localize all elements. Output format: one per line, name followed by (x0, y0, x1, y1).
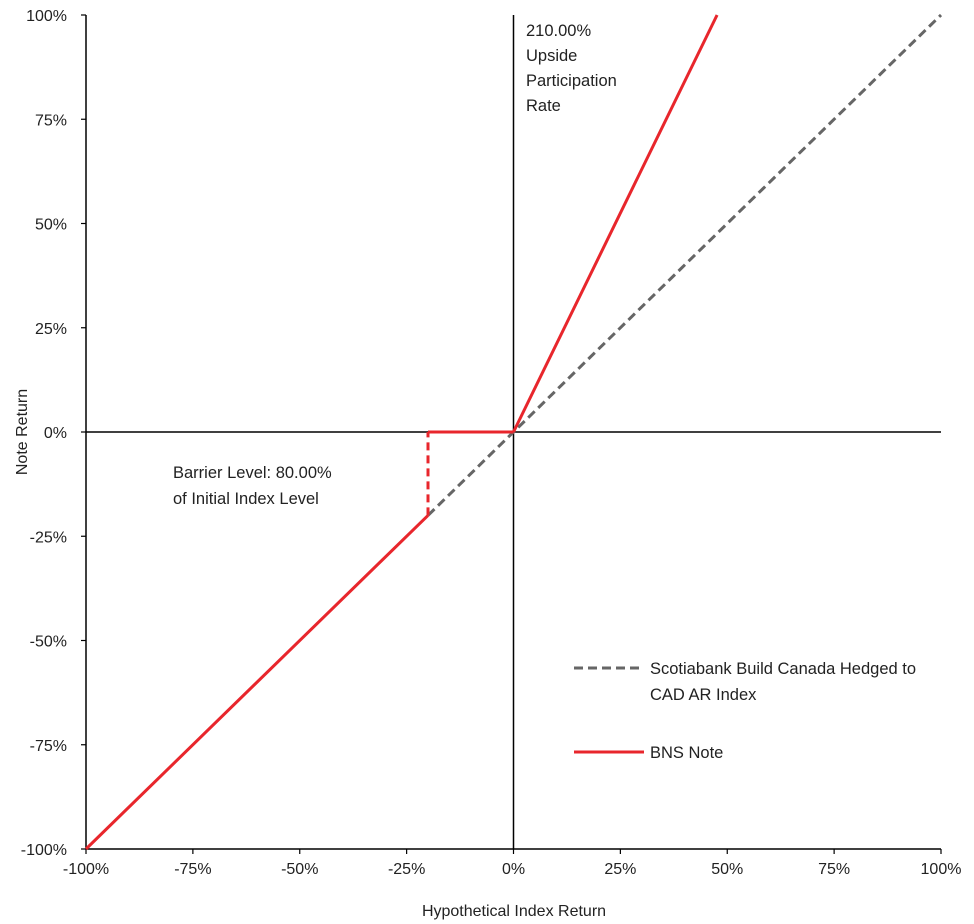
y-tick-label: -100% (21, 842, 67, 859)
y-tick-label: -50% (30, 634, 67, 651)
y-tick-label: 50% (35, 217, 67, 234)
x-tick-label: 75% (818, 861, 850, 878)
y-tick-label: -75% (30, 738, 67, 755)
x-tick-label: 25% (604, 861, 636, 878)
participation-rate-annotation: 210.00% Upside Participation Rate (526, 22, 621, 115)
x-tick-label: 100% (921, 861, 962, 878)
y-tick-label: 25% (35, 321, 67, 338)
y-tick-label: 100% (26, 8, 67, 25)
legend-item-index: Scotiabank Build Canada Hedged to CAD AR… (574, 660, 921, 704)
legend-label-index: Scotiabank Build Canada Hedged to CAD AR… (650, 660, 921, 704)
x-tick-label: -75% (174, 861, 211, 878)
legend: Scotiabank Build Canada Hedged to CAD AR… (574, 660, 921, 762)
series-line-note (512, 14, 719, 433)
series-line-index (426, 13, 943, 517)
legend-item-note: BNS Note (574, 744, 723, 762)
x-tick-label: -25% (388, 861, 425, 878)
x-tick-label: -100% (63, 861, 109, 878)
barrier-level-annotation: Barrier Level: 80.00% of Initial Index L… (173, 464, 336, 508)
x-axis-title: Hypothetical Index Return (422, 903, 606, 920)
y-axis-title: Note Return (14, 389, 31, 475)
y-tick-label: 75% (35, 112, 67, 129)
y-tick-label: 0% (44, 425, 67, 442)
y-tick-label: -25% (30, 529, 67, 546)
legend-label-note: BNS Note (650, 744, 723, 762)
series-layer (84, 13, 943, 851)
x-tick-label: 50% (711, 861, 743, 878)
x-tick-label: -50% (281, 861, 318, 878)
x-tick-label: 0% (502, 861, 525, 878)
series-line-note (84, 514, 430, 851)
tick-labels: -100% -75% -50% -25% 0% 25% 50% 75% 100% 100% 75% 5… (21, 8, 962, 878)
